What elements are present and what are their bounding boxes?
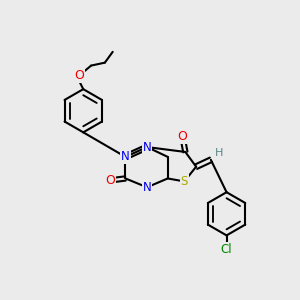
Text: H: H bbox=[214, 148, 223, 158]
Text: O: O bbox=[178, 130, 187, 143]
Text: N: N bbox=[143, 141, 152, 154]
Text: N: N bbox=[121, 150, 130, 164]
Text: N: N bbox=[143, 181, 152, 194]
Text: Cl: Cl bbox=[221, 243, 232, 256]
Text: O: O bbox=[105, 174, 115, 187]
Text: O: O bbox=[74, 69, 84, 82]
Text: S: S bbox=[181, 175, 188, 188]
